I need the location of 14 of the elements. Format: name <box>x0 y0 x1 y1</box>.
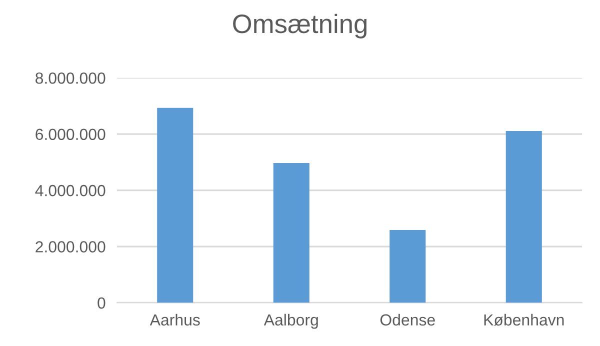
x-tick-label: København <box>484 314 564 326</box>
bar <box>157 108 194 303</box>
y-tick-label: 4.000.000 <box>35 184 106 196</box>
y-tick-label: 2.000.000 <box>36 241 106 252</box>
chart-title: Omsætning <box>233 14 366 38</box>
x-tick-label: Aalborg <box>264 314 318 329</box>
y-tick-label: 8.000.000 <box>36 72 106 84</box>
x-tick-label: Odense <box>380 314 435 326</box>
y-tick-label: 6.000.000 <box>36 128 106 140</box>
y-tick-label: 0 <box>98 297 106 309</box>
bar <box>506 130 542 303</box>
bar <box>390 230 426 303</box>
x-tick-label: Aarhus <box>150 314 200 326</box>
bar <box>273 163 310 303</box>
